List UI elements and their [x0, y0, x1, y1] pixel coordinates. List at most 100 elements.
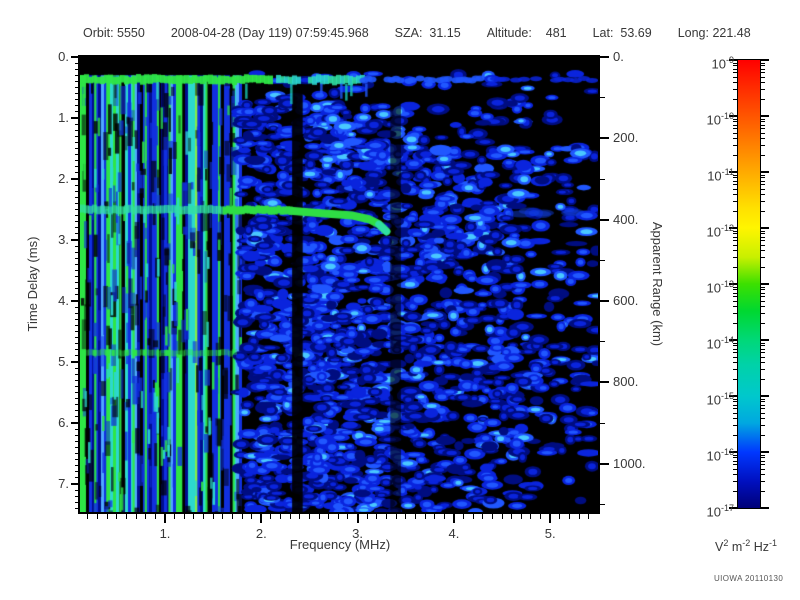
y2-axis-tick-label: 800. — [613, 374, 639, 390]
y2-axis-minor-tick — [600, 97, 605, 99]
x-axis-tick — [452, 514, 455, 523]
x-axis-tick-label: 3. — [352, 526, 364, 541]
y-axis-tick-label: 6. — [58, 415, 69, 430]
colorbar-minor-tick — [761, 230, 765, 232]
colorbar-minor-tick — [761, 474, 765, 476]
colorbar-minor-tick — [761, 201, 765, 203]
y-axis-minor-tick — [75, 507, 80, 509]
y-axis-minor-tick — [75, 111, 80, 113]
colorbar-minor-tick — [761, 118, 765, 120]
x-axis-tick-label: 2. — [255, 526, 267, 541]
colorbar-tick — [761, 283, 769, 285]
colorbar-tick-label: 10-15 — [706, 391, 734, 408]
colorbar-minor-tick — [761, 491, 765, 493]
colorbar-minor-tick — [761, 194, 765, 196]
y-axis-tick — [71, 117, 80, 119]
colorbar-tick — [761, 115, 769, 117]
colorbar-minor-tick — [761, 425, 765, 427]
colorbar-tick — [761, 227, 769, 229]
colorbar-minor-tick — [761, 267, 765, 269]
colorbar-minor-tick — [733, 233, 737, 235]
y-axis-tick-label: 2. — [58, 171, 69, 186]
colorbar-tick — [729, 451, 737, 453]
y-axis-minor-tick — [75, 215, 80, 217]
y-axis-minor-tick — [75, 446, 80, 448]
colorbar-minor-tick — [761, 72, 765, 74]
x-axis-minor-tick — [318, 514, 320, 519]
y2-axis-tick-label: 400. — [613, 211, 639, 227]
colorbar-minor-tick — [761, 460, 765, 462]
colorbar-minor-tick — [733, 323, 737, 325]
colorbar-minor-tick — [733, 250, 737, 252]
x-axis-minor-tick — [559, 514, 561, 519]
colorbar-minor-tick — [733, 474, 737, 476]
y-axis-minor-tick — [75, 465, 80, 467]
colorbar — [737, 59, 761, 509]
x-axis-minor-tick — [347, 514, 349, 519]
colorbar-minor-tick — [733, 460, 737, 462]
x-axis-minor-tick — [97, 514, 99, 519]
y-axis-minor-tick — [75, 172, 80, 174]
colorbar-minor-tick — [733, 65, 737, 67]
y-axis-minor-tick — [75, 343, 80, 345]
colorbar-minor-tick — [761, 457, 765, 459]
colorbar-minor-tick — [761, 348, 765, 350]
y-axis-minor-tick — [75, 282, 80, 284]
colorbar-minor-tick — [733, 313, 737, 315]
y2-axis-tick-label: 200. — [613, 130, 639, 146]
x-axis-minor-tick — [193, 514, 195, 519]
y2-axis-tick-label: 600. — [613, 293, 639, 308]
y-axis-tick-label: 1. — [58, 110, 69, 125]
colorbar-minor-tick — [733, 404, 737, 406]
x-axis-tick — [260, 514, 263, 523]
colorbar-minor-tick — [761, 468, 765, 470]
y-axis-minor-tick — [75, 184, 80, 186]
colorbar-minor-tick — [733, 454, 737, 456]
colorbar-minor-tick — [733, 118, 737, 120]
x-axis-minor-tick — [434, 514, 436, 519]
y-axis-minor-tick — [75, 141, 80, 143]
colorbar-minor-tick — [761, 412, 765, 414]
datetime-value: 2008-04-28 (Day 119) 07:59:45.968 — [170, 26, 369, 40]
colorbar-minor-tick — [761, 174, 765, 176]
y2-axis-tick — [600, 56, 609, 58]
colorbar-minor-tick — [733, 82, 737, 84]
watermark: UIOWA 20110130 — [714, 574, 784, 583]
colorbar-minor-tick — [733, 76, 737, 78]
colorbar-minor-tick — [761, 342, 765, 344]
colorbar-tick — [729, 115, 737, 117]
x-axis-tick — [356, 514, 359, 523]
colorbar-minor-tick — [761, 408, 765, 410]
colorbar-minor-tick — [761, 82, 765, 84]
x-axis-minor-tick — [540, 514, 542, 519]
colorbar-minor-tick — [761, 356, 765, 358]
y-axis-minor-tick — [75, 160, 80, 162]
y-axis-minor-tick — [75, 489, 80, 491]
colorbar-minor-tick — [761, 177, 765, 179]
colorbar-minor-tick — [733, 174, 737, 176]
y-axis-minor-tick — [75, 276, 80, 278]
colorbar-tick — [729, 283, 737, 285]
colorbar-minor-tick — [761, 345, 765, 347]
colorbar-minor-tick — [761, 352, 765, 354]
x-axis-minor-tick — [135, 514, 137, 519]
colorbar-minor-tick — [733, 491, 737, 493]
y-axis-tick — [71, 178, 80, 180]
colorbar-tick — [761, 451, 769, 453]
colorbar-minor-tick — [761, 435, 765, 437]
colorbar-minor-tick — [733, 194, 737, 196]
colorbar-tick-label: 10-11 — [707, 167, 734, 184]
colorbar-tick-label: 10-13 — [706, 279, 734, 296]
colorbar-minor-tick — [761, 257, 765, 259]
colorbar-minor-tick — [733, 132, 737, 134]
x-axis-minor-tick — [376, 514, 378, 519]
x-axis-minor-tick — [174, 514, 176, 519]
x-axis-minor-tick — [270, 514, 272, 519]
colorbar-tick-label: 10-12 — [706, 223, 734, 240]
y-axis-minor-tick — [75, 434, 80, 436]
y2-axis-tick — [600, 218, 609, 221]
colorbar-minor-tick — [733, 435, 737, 437]
y-axis-minor-tick — [75, 379, 80, 381]
colorbar-minor-tick — [733, 345, 737, 347]
colorbar-minor-tick — [733, 180, 737, 182]
